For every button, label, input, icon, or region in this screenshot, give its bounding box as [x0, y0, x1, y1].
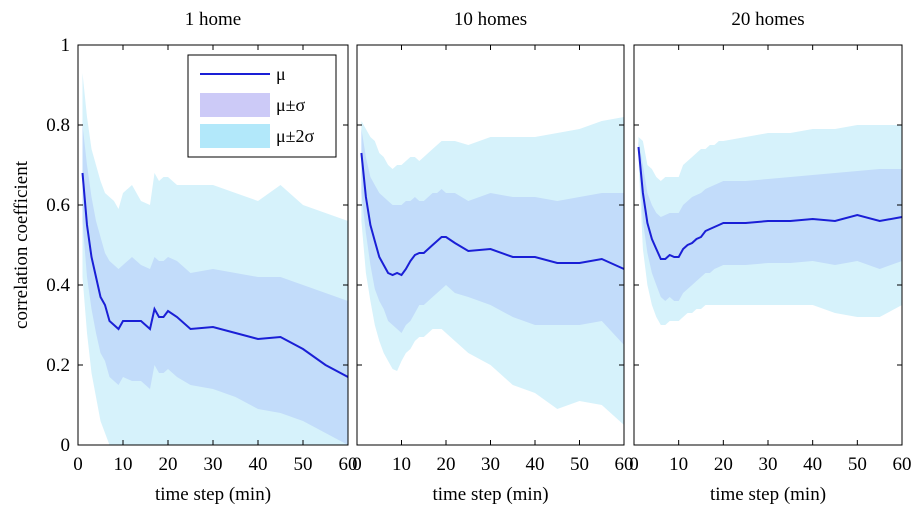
x-tick-label: 0	[629, 454, 639, 475]
legend-label-1sigma: μ±σ	[276, 95, 306, 115]
x-tick-label: 20	[437, 454, 456, 475]
panel-10-homes: 0 10 20 30 40 50 60	[352, 44, 634, 475]
x-tick-label: 10	[392, 454, 411, 475]
mean-line	[637, 146, 903, 260]
x-tick-label: 0	[73, 454, 83, 475]
x-tick-label: 50	[848, 454, 867, 475]
x-axis-label-panel-1: time step (min)	[155, 484, 271, 505]
band-1sigma	[82, 125, 348, 445]
x-axis-label-panel-3: time step (min)	[710, 484, 826, 505]
y-tick-label: 0	[61, 435, 71, 456]
y-axis-label: correlation coefficient	[11, 160, 32, 329]
y-tick-label: 0.8	[46, 115, 70, 136]
x-tick-label: 10	[669, 454, 688, 475]
legend-label-mean: μ	[276, 64, 286, 84]
mean-line	[81, 172, 349, 378]
panel-title-20-homes: 20 homes	[731, 9, 804, 30]
band-1sigma	[361, 129, 624, 345]
panel-title-1-home: 1 home	[185, 9, 241, 30]
x-tick-label: 40	[249, 454, 268, 475]
x-tick-label: 30	[481, 454, 500, 475]
x-tick-label: 60	[893, 454, 912, 475]
panel-20-homes: 0 10 20 30 40 50 60	[629, 44, 912, 475]
x-tick-label: 40	[803, 454, 822, 475]
x-tick-label: 20	[159, 454, 178, 475]
legend-label-2sigma: μ±2σ	[276, 126, 315, 146]
legend-swatch-1sigma	[200, 93, 270, 117]
x-tick-label: 60	[339, 454, 358, 475]
x-axis-label-panel-2: time step (min)	[432, 484, 548, 505]
y-tick-label: 0.2	[46, 355, 70, 376]
mean-line	[360, 152, 625, 277]
legend-swatch-2sigma	[200, 124, 270, 148]
x-tick-label: 30	[204, 454, 223, 475]
y-tick-label: 0.6	[46, 195, 70, 216]
x-tick-label: 50	[294, 454, 313, 475]
panel-1-home: 0 10 20 30 40 50 60 0 0.2 0.4 0.6 0.8 1	[46, 35, 357, 475]
x-tick-label: 40	[526, 454, 545, 475]
x-tick-label: 50	[570, 454, 589, 475]
x-tick-label: 10	[114, 454, 133, 475]
x-tick-label: 30	[759, 454, 778, 475]
y-tick-label: 1	[61, 35, 71, 56]
panel-title-10-homes: 10 homes	[454, 9, 527, 30]
x-tick-label: 20	[714, 454, 733, 475]
y-tick-label: 0.4	[46, 275, 70, 296]
x-tick-label: 0	[352, 454, 362, 475]
x-tick-label: 60	[615, 454, 634, 475]
legend: μ μ±σ μ±2σ	[187, 54, 337, 158]
